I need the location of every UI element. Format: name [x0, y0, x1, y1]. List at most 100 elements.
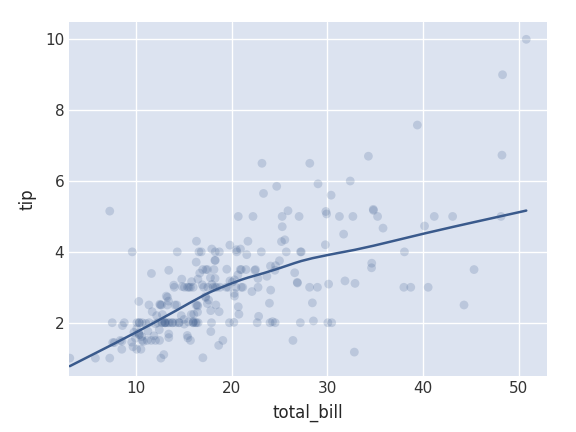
Point	[278, 223, 287, 230]
Point	[214, 308, 223, 315]
Point	[232, 284, 241, 291]
Point	[335, 213, 344, 220]
Point	[108, 319, 117, 326]
Point	[497, 213, 506, 220]
Point	[110, 339, 119, 346]
Point	[266, 263, 275, 270]
Point	[143, 337, 152, 344]
Point	[289, 337, 298, 344]
Point	[105, 208, 115, 215]
Point	[233, 271, 242, 278]
Point	[460, 302, 469, 308]
Point	[230, 293, 239, 300]
Point	[430, 213, 439, 220]
Point	[327, 192, 336, 199]
Point	[277, 238, 286, 245]
Point	[194, 248, 203, 255]
Point	[196, 248, 206, 255]
Point	[223, 284, 233, 291]
Point	[134, 298, 143, 305]
Point	[266, 319, 275, 326]
Point	[151, 320, 160, 327]
Point	[105, 355, 115, 362]
Point	[222, 284, 231, 291]
Point	[160, 319, 169, 326]
Point	[168, 319, 177, 326]
Point	[248, 213, 257, 220]
Point	[305, 160, 314, 167]
Point	[308, 299, 317, 306]
Point	[193, 302, 202, 309]
Point	[192, 238, 201, 245]
Point	[297, 248, 306, 255]
Point	[272, 183, 281, 190]
Point	[135, 331, 144, 338]
Point	[156, 302, 165, 308]
Point	[254, 313, 263, 320]
Point	[155, 326, 164, 333]
Point	[135, 319, 144, 326]
Point	[160, 319, 169, 326]
Point	[169, 282, 179, 289]
Point	[180, 321, 189, 327]
Point	[198, 281, 207, 288]
Point	[164, 334, 173, 341]
Point	[162, 302, 172, 308]
Point	[147, 270, 156, 277]
Point	[198, 354, 207, 361]
Point	[222, 266, 232, 273]
Point	[497, 152, 506, 159]
Point	[212, 284, 221, 291]
Point	[290, 269, 300, 276]
Point	[108, 339, 118, 346]
Point	[350, 280, 359, 287]
Point	[135, 331, 144, 338]
Point	[138, 337, 147, 344]
Point	[165, 319, 174, 326]
Point	[469, 266, 479, 273]
Point	[295, 319, 305, 326]
Point	[162, 293, 171, 300]
Point	[230, 290, 239, 297]
Point	[189, 319, 198, 326]
Point	[211, 284, 220, 291]
Point	[211, 257, 220, 264]
Point	[215, 284, 225, 291]
Point	[172, 302, 181, 308]
Point	[161, 319, 170, 326]
Point	[191, 302, 200, 308]
Point	[232, 248, 241, 255]
Point	[400, 248, 409, 255]
Point	[203, 300, 212, 307]
Point	[118, 322, 127, 329]
Point	[117, 346, 126, 353]
Point	[177, 283, 187, 290]
Point	[137, 333, 146, 340]
Point	[207, 245, 217, 252]
Point	[138, 319, 147, 326]
Point	[420, 222, 429, 229]
Point	[225, 241, 234, 248]
Point	[131, 335, 140, 342]
Point	[157, 302, 166, 308]
Point	[206, 274, 215, 281]
Point	[127, 339, 137, 346]
Point	[187, 278, 196, 285]
Point	[257, 160, 267, 167]
Point	[250, 267, 259, 274]
Point	[324, 281, 334, 288]
Point	[369, 206, 378, 213]
Point	[218, 337, 228, 344]
Point	[147, 337, 156, 344]
Point	[132, 319, 142, 326]
Point	[228, 279, 237, 286]
Point	[132, 325, 141, 332]
Point	[283, 207, 293, 214]
Point	[275, 257, 284, 264]
Point	[192, 302, 202, 308]
Point	[194, 319, 203, 326]
Point	[253, 275, 263, 282]
Point	[321, 208, 331, 215]
Point	[210, 257, 219, 264]
Point	[251, 266, 260, 273]
